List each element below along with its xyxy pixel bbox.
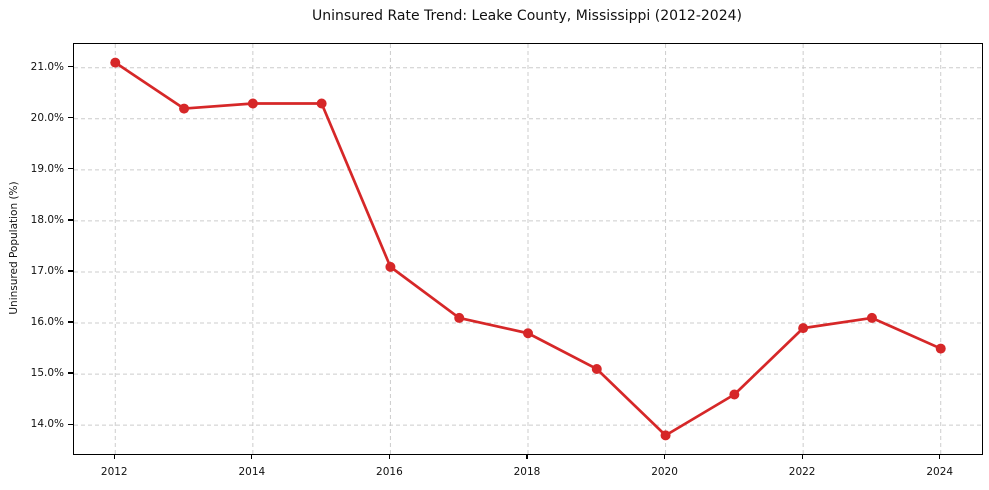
data-point-marker [110,57,121,68]
data-point-marker [385,261,396,272]
x-tick-mark [251,454,253,460]
y-tick-mark [68,321,73,323]
y-tick-label: 15.0% [30,367,64,380]
y-tick-label: 21.0% [30,60,64,73]
x-tick-mark [801,454,803,460]
y-tick-label: 19.0% [30,162,64,175]
data-point-marker [523,328,533,339]
x-tick-label: 2016 [376,466,403,478]
x-tick-mark [526,454,528,460]
y-tick-label: 16.0% [30,316,64,329]
y-tick-label: 18.0% [30,213,64,226]
x-tick-mark [113,454,115,460]
line-chart-svg [74,44,982,454]
x-tick-mark [663,454,666,460]
data-point-marker [866,312,877,323]
y-tick-mark [68,117,73,119]
x-tick-label: 2022 [788,466,816,478]
plot-area [73,43,983,455]
x-tick-mark [388,454,390,460]
data-point-marker [247,98,258,109]
data-point-marker [935,343,946,354]
chart-title: Uninsured Rate Trend: Leake County, Miss… [312,8,742,24]
data-point-marker [591,363,602,374]
y-axis-label: Uninsured Population (%) [8,181,20,315]
y-tick-mark [68,270,73,272]
data-point-marker [798,323,809,334]
data-point-marker [316,98,327,109]
y-tick-label: 17.0% [30,264,64,277]
x-tick-label: 2012 [100,466,128,478]
y-tick-label: 14.0% [30,418,64,431]
x-tick-label: 2018 [513,466,541,478]
y-tick-mark [68,372,73,374]
data-point-marker [454,312,465,323]
x-tick-label: 2020 [651,466,678,478]
y-tick-label: 20.0% [30,111,64,124]
y-tick-mark [68,66,73,68]
data-point-marker [660,430,671,441]
y-tick-mark [68,168,73,170]
x-tick-mark [939,454,941,460]
data-point-marker [729,389,740,400]
x-tick-label: 2024 [926,466,954,478]
data-point-marker [179,103,190,114]
y-tick-mark [68,219,73,221]
x-tick-label: 2014 [238,466,266,478]
y-tick-mark [68,423,73,425]
